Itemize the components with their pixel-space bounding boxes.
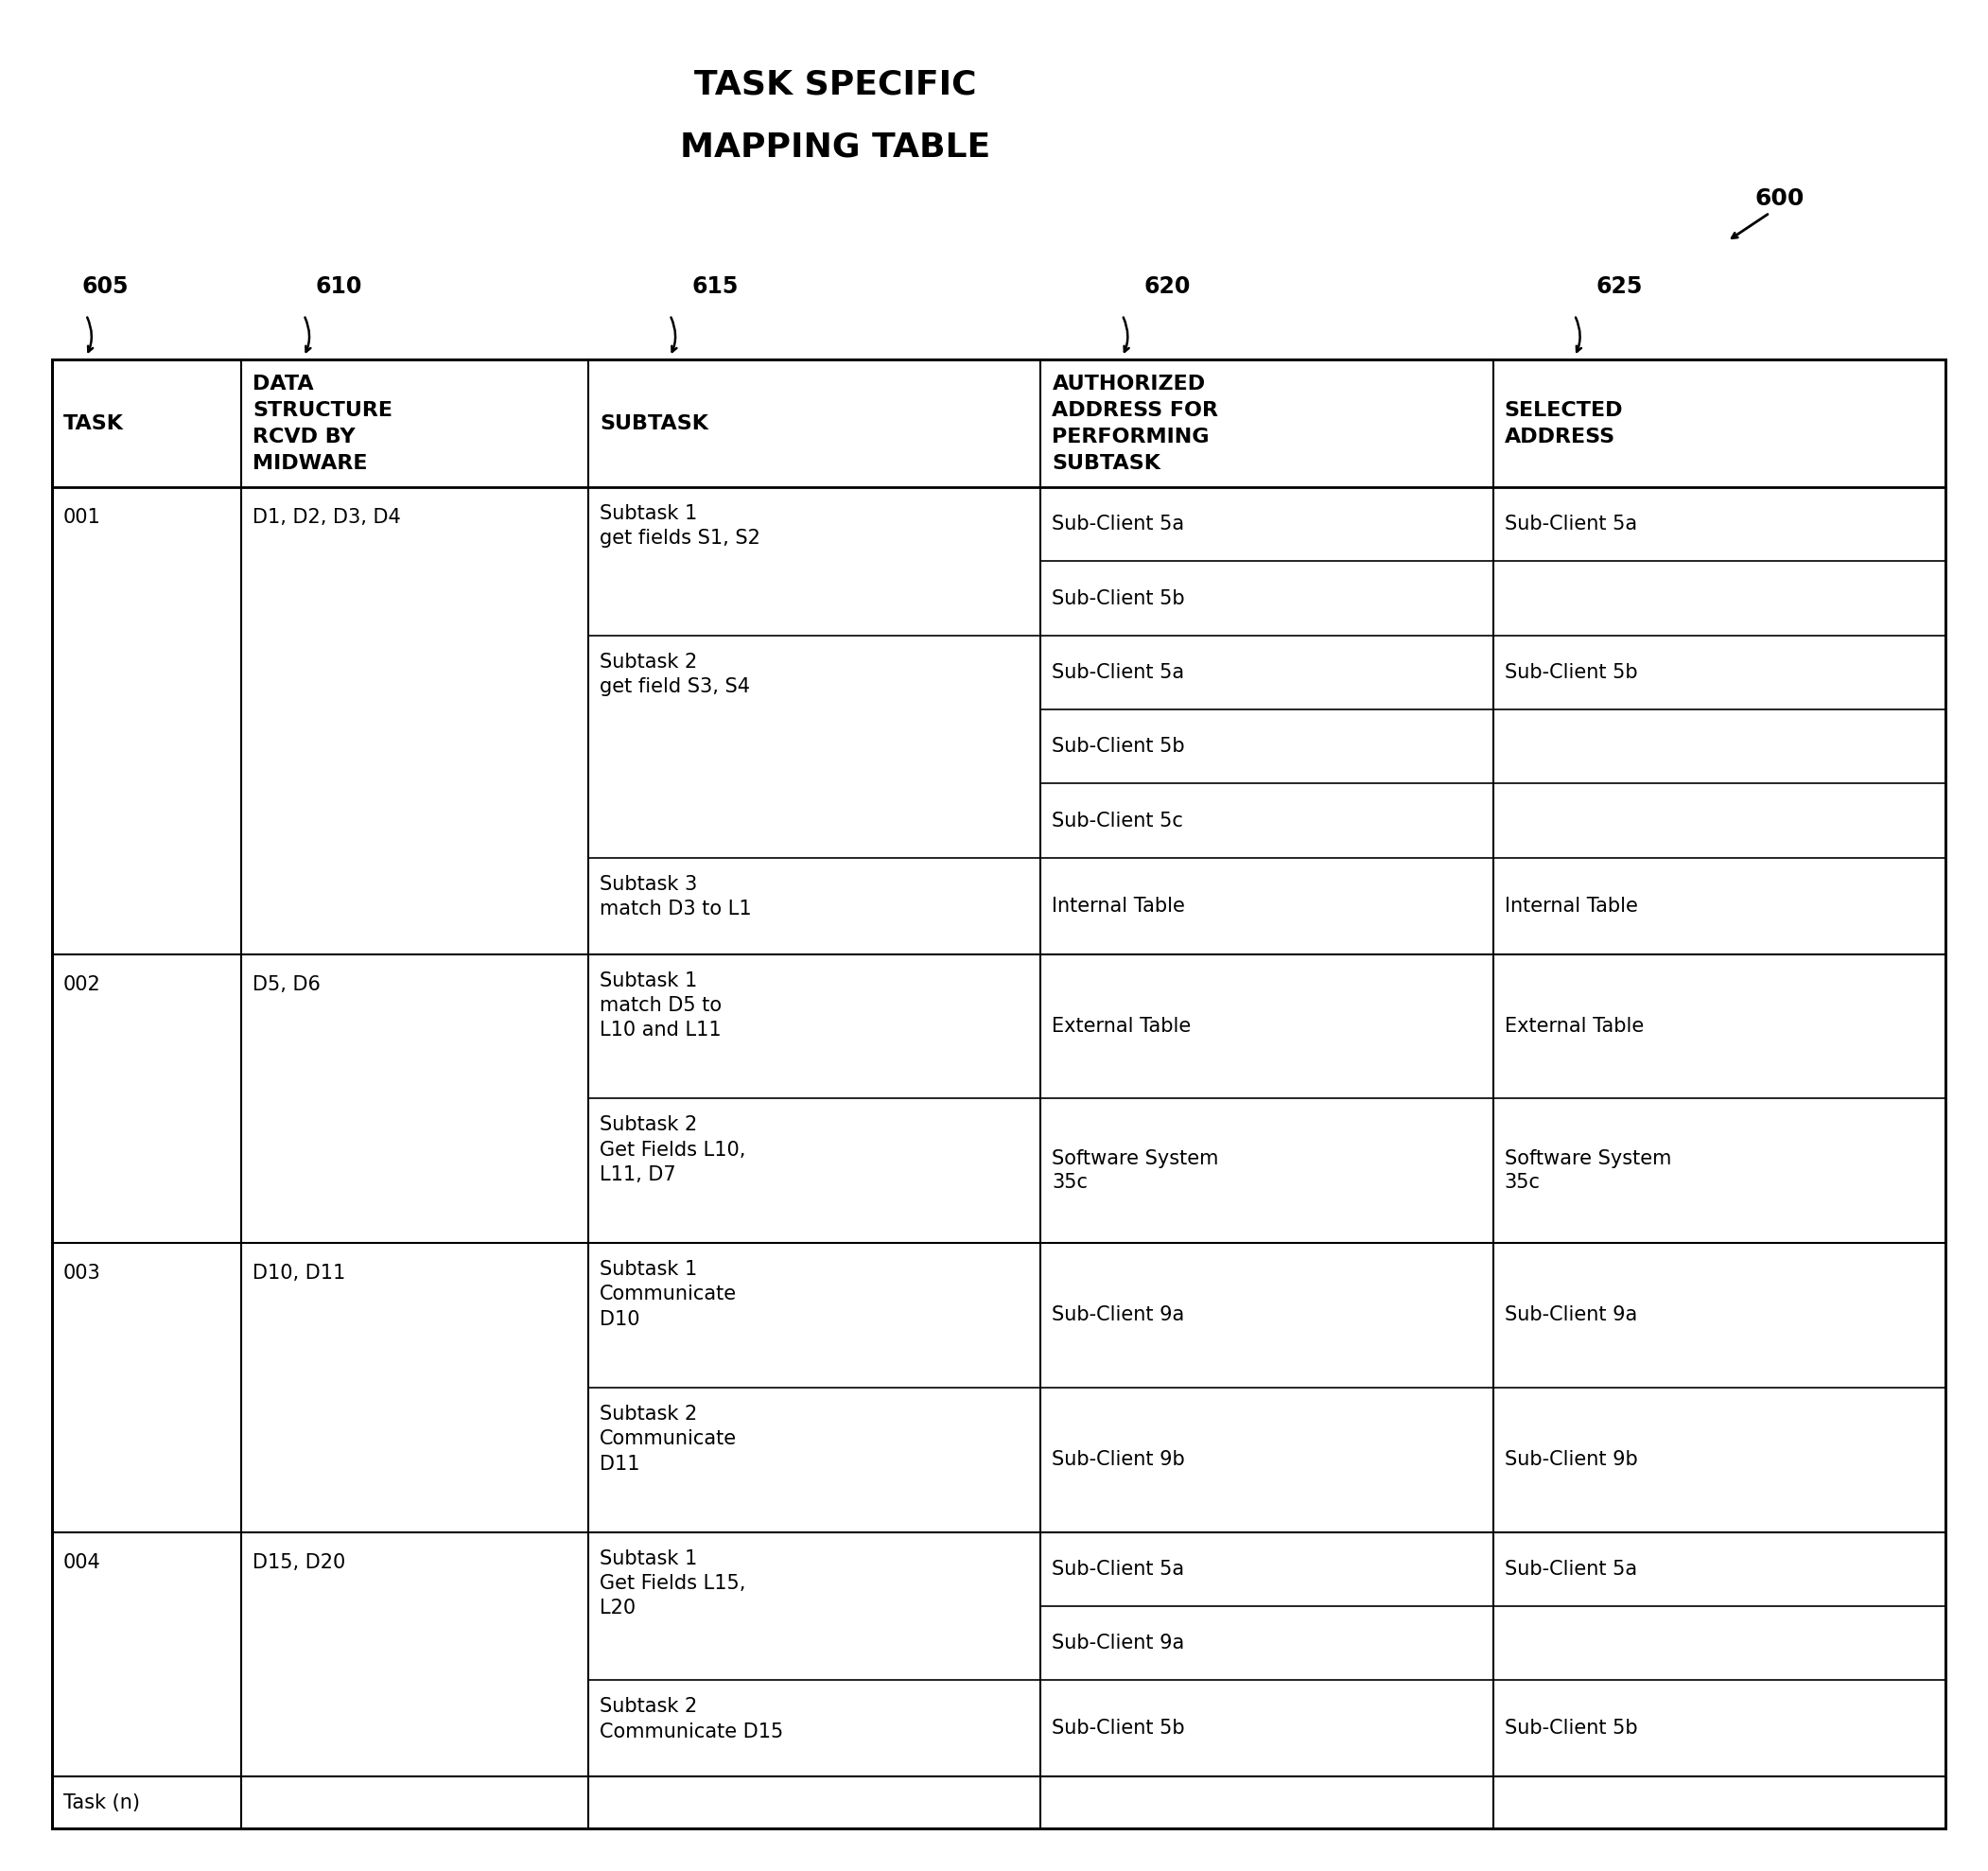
- Text: External Table: External Table: [1505, 1016, 1644, 1037]
- Text: Sub-Client 5a: Sub-Client 5a: [1052, 515, 1185, 533]
- Text: TASK SPECIFIC: TASK SPECIFIC: [694, 69, 976, 101]
- Text: D15, D20: D15, D20: [252, 1553, 346, 1572]
- Text: External Table: External Table: [1052, 1016, 1191, 1037]
- Text: Sub-Client 5b: Sub-Client 5b: [1052, 737, 1185, 756]
- Text: Sub-Client 5c: Sub-Client 5c: [1052, 812, 1183, 831]
- Text: D5, D6: D5, D6: [252, 975, 320, 994]
- Text: Subtask 1
get fields S1, S2: Subtask 1 get fields S1, S2: [600, 503, 761, 548]
- Text: SELECTED
ADDRESS: SELECTED ADDRESS: [1505, 400, 1622, 445]
- Text: Subtask 2
get field S3, S4: Subtask 2 get field S3, S4: [600, 653, 749, 696]
- Text: Sub-Client 5a: Sub-Client 5a: [1505, 515, 1636, 533]
- Text: 001: 001: [64, 507, 101, 528]
- Text: Internal Table: Internal Table: [1052, 896, 1185, 915]
- Text: D1, D2, D3, D4: D1, D2, D3, D4: [252, 507, 402, 528]
- Text: Sub-Client 9a: Sub-Client 9a: [1052, 1306, 1185, 1325]
- Text: D10, D11: D10, D11: [252, 1263, 346, 1284]
- Text: Sub-Client 5a: Sub-Client 5a: [1052, 662, 1185, 681]
- Text: Sub-Client 5b: Sub-Client 5b: [1505, 1719, 1638, 1738]
- Text: 004: 004: [64, 1553, 101, 1572]
- Text: Sub-Client 9b: Sub-Client 9b: [1052, 1450, 1185, 1469]
- Text: 615: 615: [692, 275, 738, 297]
- Text: Sub-Client 5b: Sub-Client 5b: [1505, 662, 1638, 681]
- Text: Subtask 1
Get Fields L15,
L20: Subtask 1 Get Fields L15, L20: [600, 1549, 746, 1618]
- Text: Subtask 3
match D3 to L1: Subtask 3 match D3 to L1: [600, 874, 751, 919]
- Text: Sub-Client 9a: Sub-Client 9a: [1052, 1633, 1185, 1652]
- Text: TASK: TASK: [64, 413, 123, 432]
- Text: Subtask 2
Communicate D15: Subtask 2 Communicate D15: [600, 1697, 783, 1742]
- Text: 002: 002: [64, 975, 101, 994]
- Text: Subtask 1
Communicate
D10: Subtask 1 Communicate D10: [600, 1259, 738, 1328]
- Text: Internal Table: Internal Table: [1505, 896, 1638, 915]
- Text: Software System
35c: Software System 35c: [1505, 1149, 1672, 1192]
- Text: 003: 003: [64, 1263, 101, 1284]
- Text: Software System
35c: Software System 35c: [1052, 1149, 1219, 1192]
- Text: MAPPING TABLE: MAPPING TABLE: [680, 131, 990, 163]
- Text: SUBTASK: SUBTASK: [600, 413, 708, 432]
- Text: Task (n): Task (n): [64, 1792, 139, 1811]
- Text: Subtask 2
Communicate
D11: Subtask 2 Communicate D11: [600, 1405, 738, 1472]
- Text: 620: 620: [1145, 275, 1191, 297]
- Text: 625: 625: [1596, 275, 1644, 297]
- Text: 605: 605: [82, 275, 129, 297]
- Text: Sub-Client 5a: Sub-Client 5a: [1505, 1560, 1636, 1579]
- Text: Subtask 1
match D5 to
L10 and L11: Subtask 1 match D5 to L10 and L11: [600, 971, 722, 1040]
- Bar: [52, 359, 1946, 1828]
- Text: 610: 610: [316, 275, 362, 297]
- Text: AUTHORIZED
ADDRESS FOR
PERFORMING
SUBTASK: AUTHORIZED ADDRESS FOR PERFORMING SUBTAS…: [1052, 374, 1219, 473]
- Text: Sub-Client 9b: Sub-Client 9b: [1505, 1450, 1638, 1469]
- Text: Sub-Client 5b: Sub-Client 5b: [1052, 589, 1185, 608]
- Text: DATA
STRUCTURE
RCVD BY
MIDWARE: DATA STRUCTURE RCVD BY MIDWARE: [252, 374, 394, 473]
- Text: Sub-Client 9a: Sub-Client 9a: [1505, 1306, 1636, 1325]
- Text: Sub-Client 5b: Sub-Client 5b: [1052, 1719, 1185, 1738]
- Text: Sub-Client 5a: Sub-Client 5a: [1052, 1560, 1185, 1579]
- Text: 600: 600: [1755, 187, 1803, 210]
- Bar: [52, 359, 1946, 1828]
- Text: Subtask 2
Get Fields L10,
L11, D7: Subtask 2 Get Fields L10, L11, D7: [600, 1115, 746, 1184]
